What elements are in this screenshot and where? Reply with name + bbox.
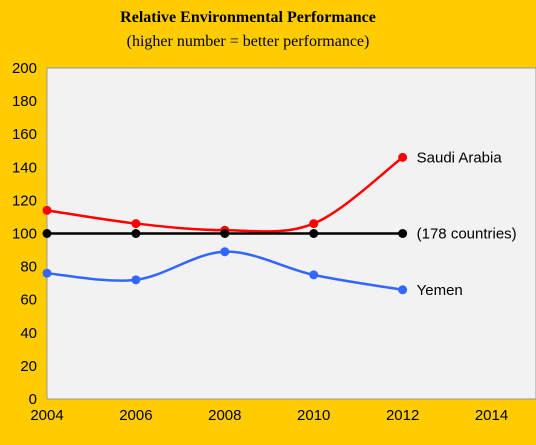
chart-title: Relative Environmental Performance bbox=[120, 9, 376, 26]
y-tick-label: 40 bbox=[20, 325, 37, 342]
data-point-saudi-arabia bbox=[131, 219, 141, 229]
y-tick-label: 20 bbox=[20, 358, 37, 375]
y-tick-label: 0 bbox=[29, 391, 37, 408]
data-point-178-countries bbox=[42, 229, 52, 238]
x-axis-ticks: 2004 2006 2008 2010 2012 2014 bbox=[30, 407, 508, 424]
data-point-saudi-arabia bbox=[309, 219, 319, 229]
series-label-saudi-arabia: Saudi Arabia bbox=[417, 149, 503, 166]
data-point-saudi-arabia bbox=[398, 152, 408, 162]
series-points bbox=[42, 152, 408, 295]
x-tick-label: 2004 bbox=[30, 407, 63, 424]
y-tick-label: 100 bbox=[12, 226, 37, 243]
data-point-yemen bbox=[220, 247, 230, 257]
chart-subtitle: (higher number = better performance) bbox=[126, 33, 370, 50]
y-tick-label: 140 bbox=[12, 159, 37, 176]
y-axis-ticks: 0 20 40 60 80 100 120 140 160 180 200 bbox=[12, 60, 37, 408]
x-tick-label: 2012 bbox=[386, 407, 419, 424]
data-point-178-countries bbox=[309, 229, 319, 238]
data-point-saudi-arabia bbox=[42, 205, 52, 215]
series-label-yemen: Yemen bbox=[417, 282, 463, 299]
data-point-178-countries bbox=[398, 229, 408, 238]
x-tick-label: 2014 bbox=[475, 407, 508, 424]
series-label-178-countries: (178 countries) bbox=[417, 226, 517, 243]
data-point-178-countries bbox=[131, 229, 141, 238]
y-tick-label: 60 bbox=[20, 292, 37, 309]
y-tick-label: 200 bbox=[12, 60, 37, 77]
data-point-yemen bbox=[131, 275, 141, 285]
data-point-178-countries bbox=[220, 229, 230, 238]
data-point-yemen bbox=[309, 270, 319, 280]
y-tick-label: 160 bbox=[12, 126, 37, 143]
series-labels: Saudi Arabia (178 countries) Yemen bbox=[417, 149, 517, 298]
x-tick-label: 2006 bbox=[119, 407, 152, 424]
y-tick-label: 180 bbox=[12, 93, 37, 110]
y-tick-label: 80 bbox=[20, 259, 37, 276]
data-point-yemen bbox=[42, 268, 52, 278]
y-tick-label: 120 bbox=[12, 192, 37, 209]
x-tick-label: 2010 bbox=[297, 407, 330, 424]
x-tick-label: 2008 bbox=[208, 407, 241, 424]
data-point-yemen bbox=[398, 285, 408, 295]
